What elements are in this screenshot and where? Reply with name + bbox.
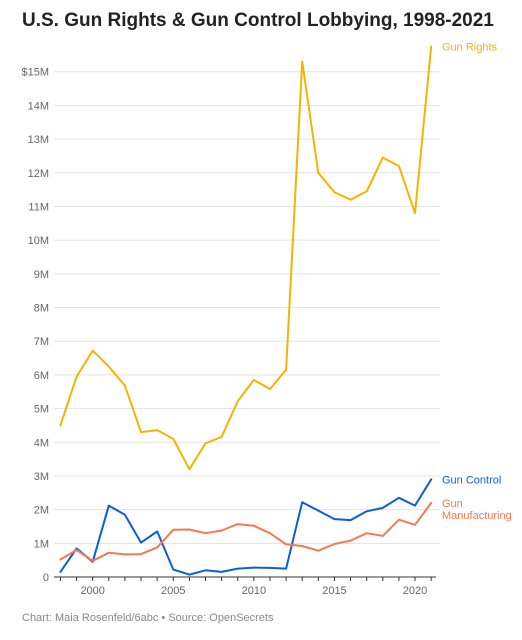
- x-tick-label: 2005: [161, 585, 185, 597]
- y-tick-label: 0: [43, 572, 49, 584]
- x-tick-label: 2020: [403, 585, 427, 597]
- y-tick-label: $15M: [21, 67, 49, 79]
- gridlines: [54, 71, 440, 544]
- chart-source-credit: Chart: Maia Rosenfeld/6abc • Source: Ope…: [22, 612, 274, 624]
- x-tick-label: 2015: [322, 585, 346, 597]
- y-axis-tick-labels: 0 1M 2M 3M 4M 5M 6M 7M 8M 9M 10M 11M 12M 13M 14M $15M: [21, 67, 49, 584]
- y-tick-label: 8M: [34, 303, 49, 315]
- y-tick-label: 12M: [28, 168, 49, 180]
- chart-title: U.S. Gun Rights & Gun Control Lobbying, …: [22, 10, 494, 31]
- x-tick-label: 2010: [242, 585, 266, 597]
- series-lines: [59, 45, 433, 576]
- y-tick-label: 5M: [34, 404, 49, 416]
- y-tick-label: 7M: [34, 336, 49, 348]
- y-tick-label: 9M: [34, 269, 49, 281]
- gun-manufacturing-label: Gun Manufacturing: [442, 498, 512, 522]
- gun-control-label: Gun Control: [442, 474, 501, 486]
- gun-control-line: [59, 478, 433, 576]
- gun-rights-label: Gun Rights: [442, 41, 498, 53]
- y-tick-label: 6M: [34, 370, 49, 382]
- y-tick-label: 14M: [28, 100, 49, 112]
- y-tick-label: 13M: [28, 134, 49, 146]
- series-labels: Gun Rights Gun Control Gun Manufacturing: [442, 41, 512, 521]
- y-tick-label: 3M: [34, 471, 49, 483]
- gun-rights-line: [59, 45, 433, 471]
- gun-manufacturing-line: [59, 501, 433, 562]
- y-tick-label: 4M: [34, 437, 49, 449]
- y-tick-label: 1M: [34, 538, 49, 550]
- y-tick-label: 11M: [28, 201, 49, 213]
- x-axis: 2000 2005 2010 2015 2020: [54, 576, 436, 597]
- y-tick-label: 10M: [28, 235, 49, 247]
- y-tick-label: 2M: [34, 505, 49, 517]
- x-tick-label: 2000: [80, 585, 104, 597]
